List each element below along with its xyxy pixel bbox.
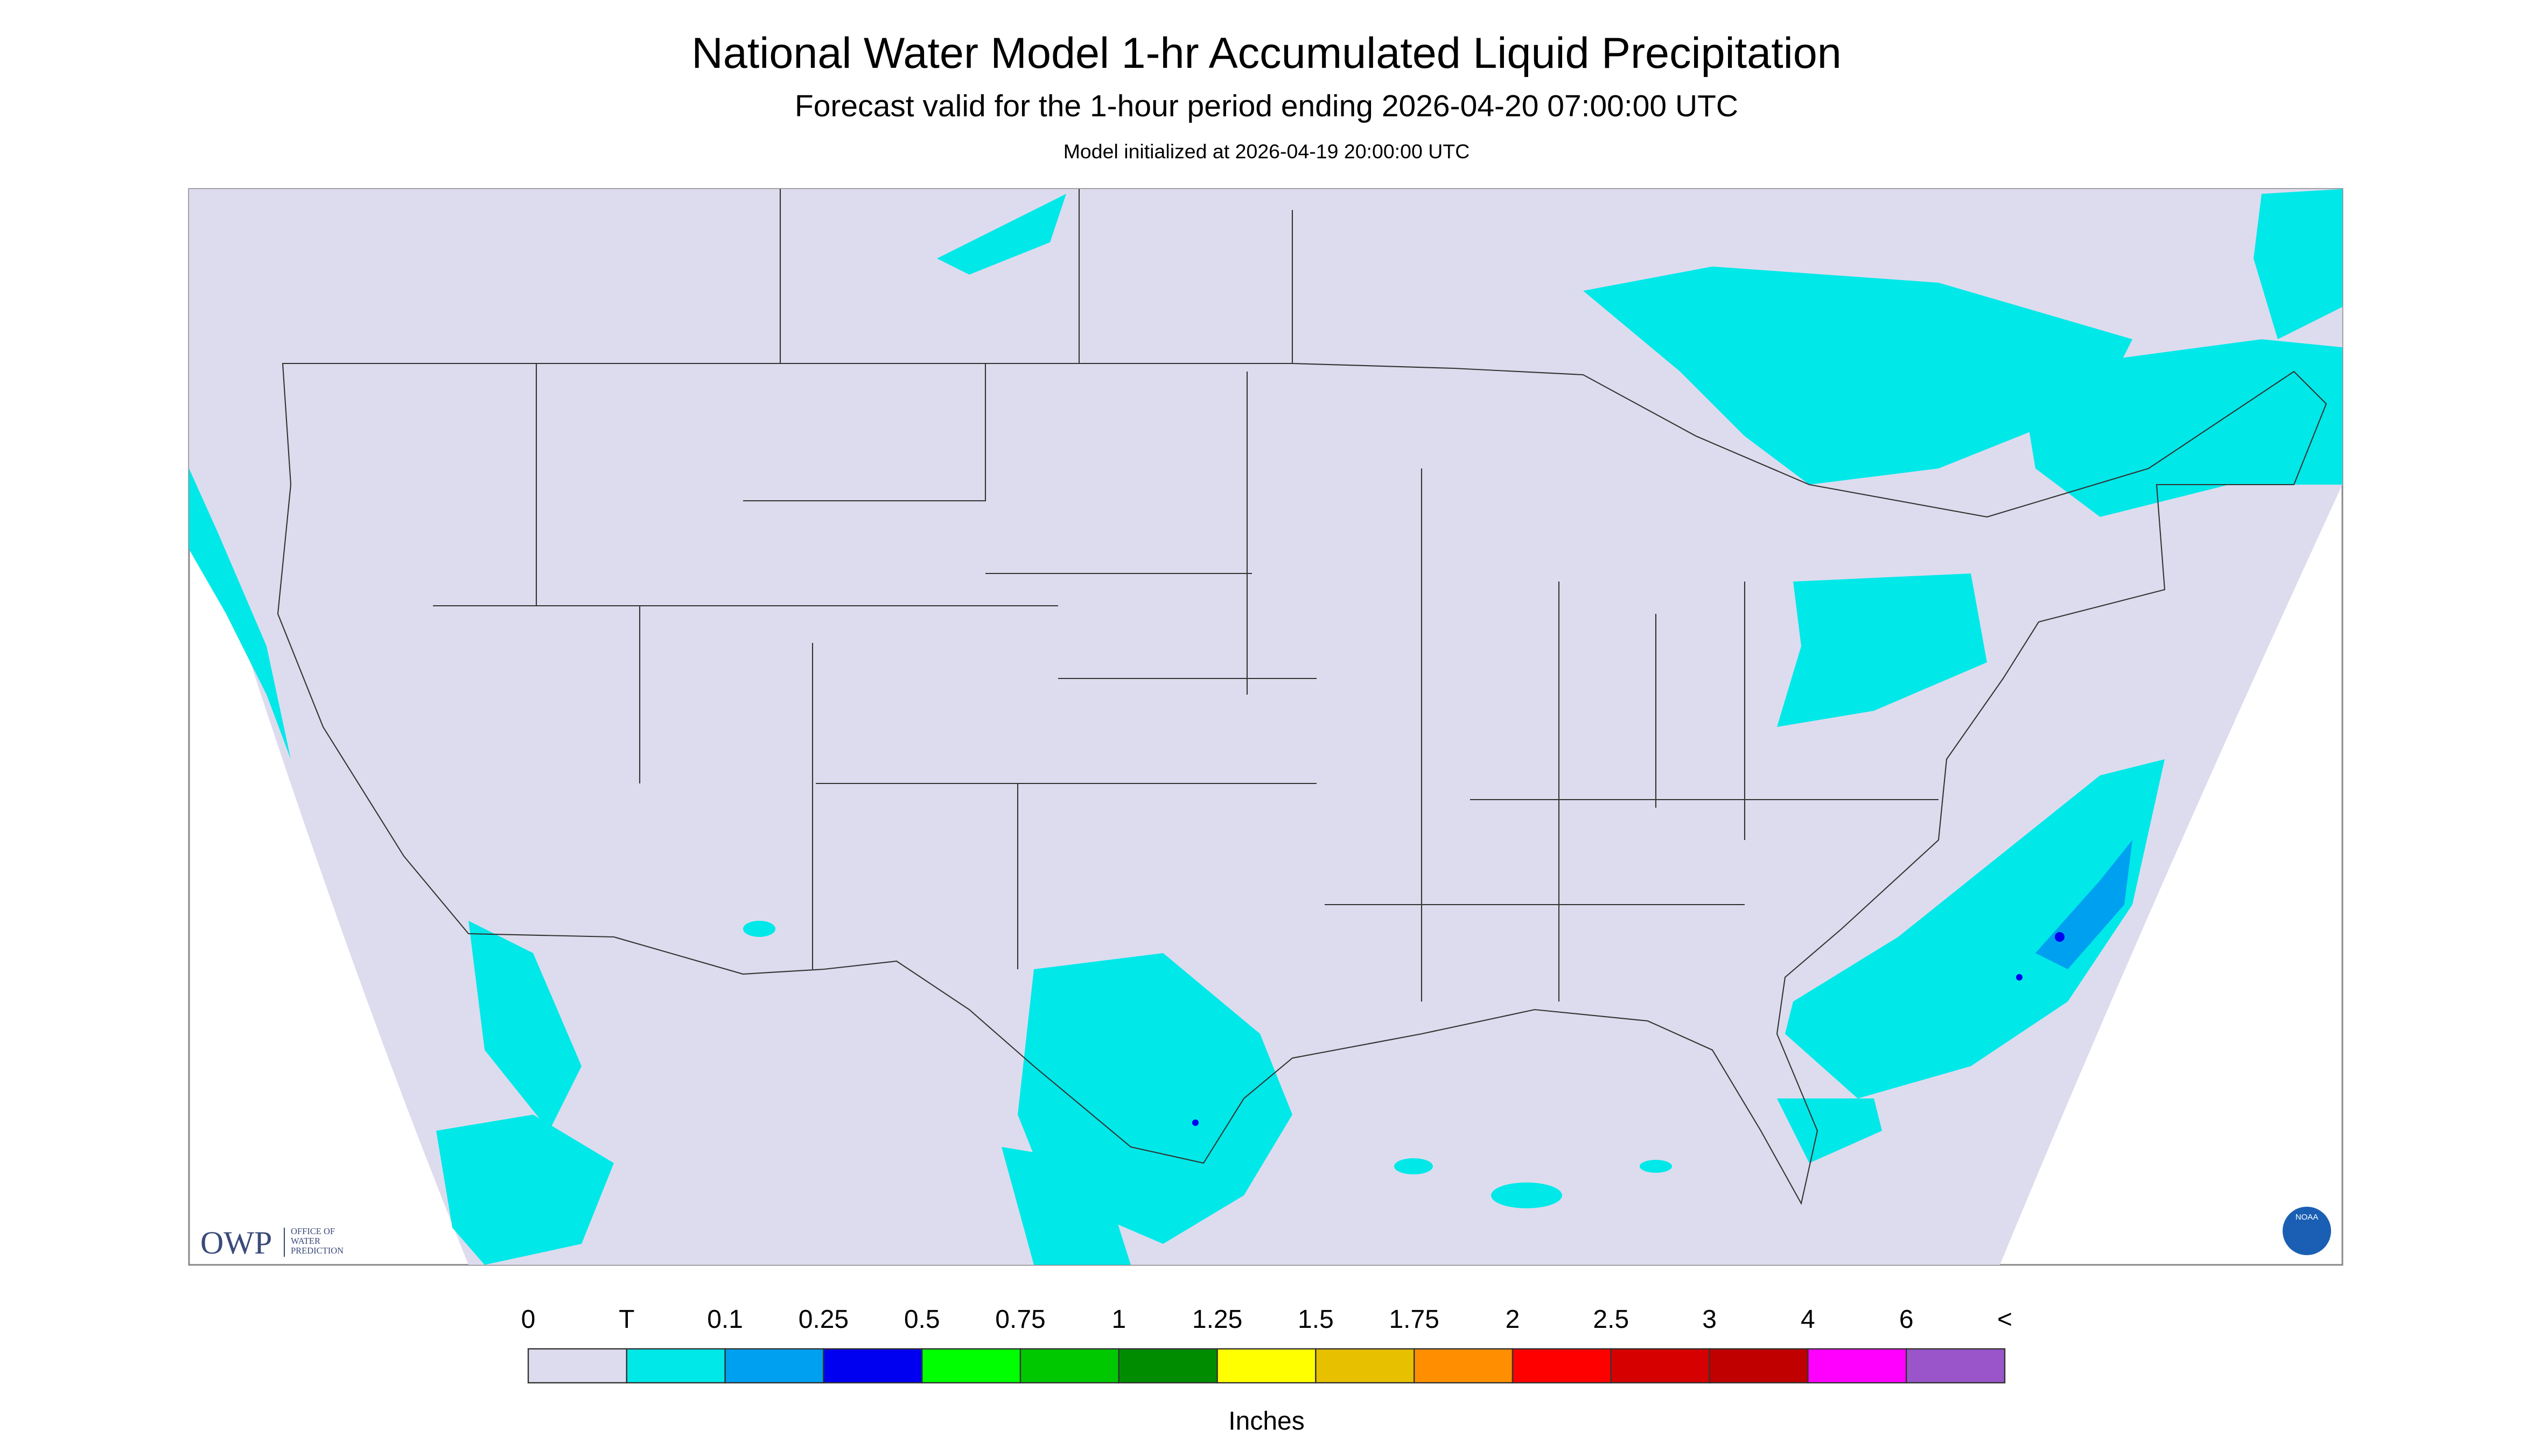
legend-swatch [823, 1348, 923, 1384]
legend-label: 0 [521, 1305, 536, 1334]
owp-logo: OWP [200, 1225, 272, 1261]
legend-label: 0.75 [995, 1305, 1045, 1334]
noaa-label: NOAA [2296, 1213, 2319, 1222]
legend-swatch [1118, 1348, 1218, 1384]
legend-swatch [1414, 1348, 1514, 1384]
subtitle: Forecast valid for the 1-hour period end… [795, 89, 1738, 123]
state-lines [433, 189, 1939, 1002]
legend-label: 1.75 [1389, 1305, 1439, 1334]
legend-label: < [1997, 1305, 2012, 1334]
legend-swatch [724, 1348, 824, 1384]
init-time: Model initialized at 2026-04-19 20:00:00… [1063, 140, 1470, 163]
legend-label: 1 [1111, 1305, 1126, 1334]
legend-swatch [1807, 1348, 1907, 1384]
legend-swatch [1905, 1348, 2006, 1384]
owp-name-line: PREDICTION [291, 1245, 344, 1256]
owp-name-line: WATER [291, 1236, 320, 1246]
legend-label: 1.5 [1298, 1305, 1334, 1334]
map [188, 188, 2343, 1266]
legend-label: T [619, 1305, 634, 1334]
legend-swatch [626, 1348, 726, 1384]
legend-label: 2.5 [1593, 1305, 1629, 1334]
precip-areas [189, 189, 2342, 1265]
legend-swatch [1019, 1348, 1120, 1384]
us-outline [277, 362, 2327, 1205]
legend-label: 0.25 [799, 1305, 849, 1334]
noaa-logo [2283, 1207, 2331, 1256]
owp-name-line: OFFICE OF [291, 1226, 335, 1236]
legend-swatch [1610, 1348, 1710, 1384]
legend-label: 0.1 [707, 1305, 743, 1334]
legend-swatch [921, 1348, 1021, 1384]
legend-label: 1.25 [1192, 1305, 1242, 1334]
legend: 0 T 0.1 0.25 0.5 0.75 1 1.25 1.5 1.75 2 2.5 3 4 6 < [521, 1305, 2012, 1384]
legend-swatch [1512, 1348, 1612, 1384]
legend-label: 2 [1506, 1305, 1520, 1334]
legend-label: 4 [1801, 1305, 1815, 1334]
legend-swatch [1216, 1348, 1317, 1384]
legend-label: 0.5 [904, 1305, 940, 1334]
legend-label: 3 [1702, 1305, 1717, 1334]
legend-swatch [1315, 1348, 1415, 1384]
title: National Water Model 1-hr Accumulated Li… [691, 29, 1842, 78]
legend-swatch [527, 1348, 628, 1384]
legend-label: 6 [1899, 1305, 1914, 1334]
legend-unit: Inches [1228, 1407, 1304, 1436]
legend-swatch [1709, 1348, 1809, 1384]
